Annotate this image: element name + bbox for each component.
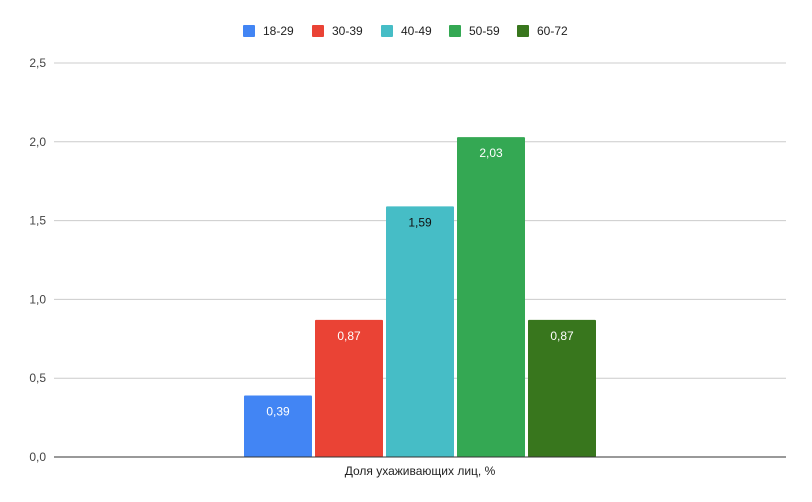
- legend-label: 18-29: [263, 24, 294, 38]
- data-label: 1,59: [408, 215, 432, 229]
- y-tick-label: 1,5: [29, 214, 46, 228]
- bar-40-49: [386, 206, 454, 457]
- data-label: 0,87: [337, 329, 361, 343]
- bar-50-59: [457, 137, 525, 457]
- data-label: 0,87: [550, 329, 574, 343]
- data-label: 2,03: [479, 146, 503, 160]
- y-axis-ticks: 0,0 0,5 1,0 1,5 2,0 2,5: [29, 56, 46, 464]
- legend-label: 30-39: [332, 24, 363, 38]
- bars: [244, 137, 596, 457]
- bar-60-72: [528, 319, 596, 457]
- x-axis-categories: Доля ухаживающих лиц, %: [345, 464, 496, 478]
- y-tick-label: 0,5: [29, 371, 46, 385]
- legend: 18-29 30-39 40-49 50-59 60-72: [243, 24, 568, 38]
- legend-swatch-40-49: [381, 25, 393, 37]
- y-tick-label: 2,5: [29, 56, 46, 70]
- y-tick-label: 1,0: [29, 292, 46, 306]
- bar-30-39: [315, 319, 383, 457]
- bar-18-29: [244, 395, 312, 457]
- y-tick-label: 2,0: [29, 135, 46, 149]
- legend-swatch-18-29: [243, 25, 255, 37]
- legend-swatch-50-59: [449, 25, 461, 37]
- legend-label: 50-59: [469, 24, 500, 38]
- data-label: 0,39: [266, 405, 290, 419]
- legend-label: 60-72: [537, 24, 568, 38]
- data-labels: 0,39 0,87 1,59 2,03 0,87: [266, 146, 574, 418]
- legend-swatch-60-72: [517, 25, 529, 37]
- x-category-label: Доля ухаживающих лиц, %: [345, 464, 496, 478]
- y-tick-label: 0,0: [29, 450, 46, 464]
- legend-swatch-30-39: [312, 25, 324, 37]
- legend-label: 40-49: [401, 24, 432, 38]
